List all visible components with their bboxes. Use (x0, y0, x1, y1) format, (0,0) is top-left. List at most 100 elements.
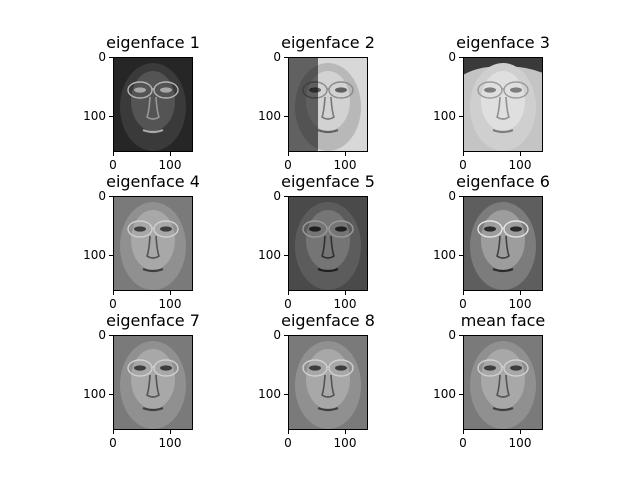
x-tick (463, 152, 464, 156)
face-image (288, 196, 368, 291)
right-lens (503, 359, 529, 377)
right-eye (160, 226, 172, 232)
y-tick-label: 0 (98, 328, 106, 342)
y-tick (284, 57, 288, 58)
y-tick (459, 116, 463, 117)
x-tick-label: 0 (109, 297, 117, 311)
face-panel: mean face 0 100 0 100 (433, 312, 545, 451)
left-eye (309, 365, 321, 371)
x-tick (170, 152, 171, 156)
y-tick-label: 0 (273, 328, 281, 342)
right-eye (510, 226, 522, 232)
x-tick (288, 152, 289, 156)
panel-title: eigenface 6 (456, 172, 550, 191)
face-panel: eigenface 6 0 100 0 100 (433, 173, 550, 312)
mouth-shape (142, 406, 164, 412)
y-tick (284, 335, 288, 336)
y-tick (284, 116, 288, 117)
x-tick-label: 100 (508, 436, 532, 450)
right-lens (503, 81, 529, 99)
mouth-shape (317, 406, 339, 412)
left-lens (302, 359, 328, 377)
face-image (463, 196, 543, 291)
y-tick (109, 196, 113, 197)
nose-shape (321, 96, 335, 120)
x-tick (463, 430, 464, 434)
face-image (463, 335, 543, 430)
left-eye (134, 87, 146, 93)
right-lens (328, 359, 354, 377)
nose-shape (146, 96, 160, 120)
right-eye (160, 87, 172, 93)
x-tick (113, 291, 114, 295)
y-tick (109, 394, 113, 395)
y-tick-label: 100 (83, 387, 106, 401)
y-tick-label: 100 (433, 248, 456, 262)
y-tick (109, 116, 113, 117)
mouth-shape (492, 267, 514, 273)
x-tick-label: 100 (158, 158, 182, 172)
x-tick-label: 0 (284, 436, 292, 450)
x-tick-label: 100 (333, 436, 357, 450)
y-tick-label: 100 (433, 387, 456, 401)
face-panel: eigenface 3 0 100 0 100 (433, 34, 550, 173)
y-tick-label: 0 (448, 189, 456, 203)
nose-shape (496, 235, 510, 259)
x-tick (170, 430, 171, 434)
y-tick (459, 255, 463, 256)
x-tick-label: 0 (109, 436, 117, 450)
right-eye (335, 226, 347, 232)
x-tick (345, 430, 346, 434)
x-tick-label: 0 (109, 158, 117, 172)
face-image (288, 57, 368, 152)
y-tick-label: 100 (83, 109, 106, 123)
nose-shape (146, 374, 160, 398)
face-image (113, 196, 193, 291)
y-tick (109, 57, 113, 58)
y-tick-label: 100 (258, 248, 281, 262)
right-lens (328, 81, 354, 99)
panel-title: eigenface 5 (281, 172, 375, 191)
y-tick-label: 0 (98, 50, 106, 64)
panel-title: eigenface 8 (281, 311, 375, 330)
face-panel: eigenface 1 0 100 0 100 (83, 34, 200, 173)
x-tick (520, 152, 521, 156)
x-tick-label: 100 (333, 158, 357, 172)
y-tick (284, 196, 288, 197)
left-eye (134, 226, 146, 232)
panel-title: eigenface 1 (106, 33, 200, 52)
x-tick (520, 291, 521, 295)
y-tick-label: 100 (258, 109, 281, 123)
x-tick-label: 100 (158, 436, 182, 450)
face-highlight (481, 349, 525, 409)
y-tick (459, 335, 463, 336)
x-tick-label: 0 (284, 158, 292, 172)
right-lens (153, 220, 179, 238)
nose-shape (496, 374, 510, 398)
x-tick-label: 0 (459, 436, 467, 450)
x-tick (288, 291, 289, 295)
face-panel: eigenface 5 0 100 0 100 (258, 173, 375, 312)
x-tick (170, 291, 171, 295)
face-highlight (306, 349, 350, 409)
x-tick (288, 430, 289, 434)
face-highlight (131, 210, 175, 270)
left-lens (477, 220, 503, 238)
face-panel: eigenface 2 0 100 0 100 (258, 34, 375, 173)
right-lens (503, 220, 529, 238)
x-tick (113, 152, 114, 156)
left-lens (127, 220, 153, 238)
face-image (113, 57, 193, 152)
mouth-shape (317, 267, 339, 273)
face-highlight (481, 71, 525, 131)
face-panel: eigenface 7 0 100 0 100 (83, 312, 200, 451)
mouth-shape (492, 128, 514, 134)
left-lens (477, 359, 503, 377)
mouth-shape (317, 128, 339, 134)
y-tick-label: 0 (98, 189, 106, 203)
left-eye (484, 87, 496, 93)
face-image (113, 335, 193, 430)
mouth-shape (142, 128, 164, 134)
face-shadow (288, 57, 318, 152)
